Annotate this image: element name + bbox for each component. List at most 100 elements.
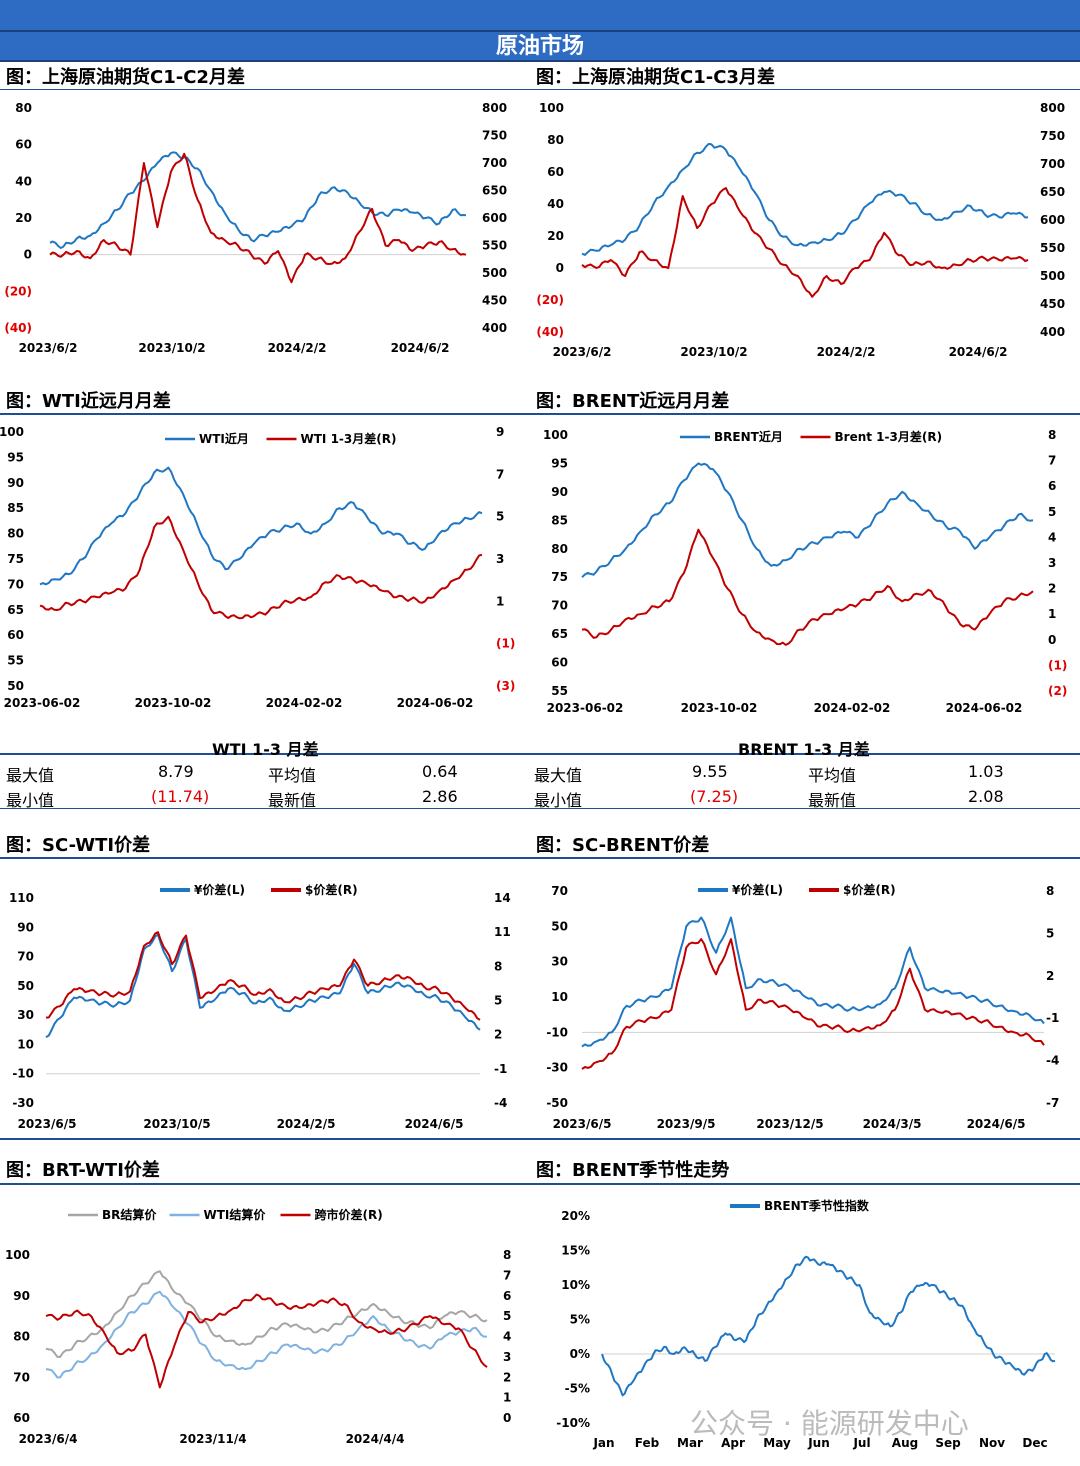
y-tick-right: 700 xyxy=(482,156,507,170)
legend-label: Brent 1-3月差(R) xyxy=(835,429,943,444)
y-tick-left: 40 xyxy=(15,174,32,188)
x-tick: Jan xyxy=(592,1436,614,1450)
y-tick-right: 8 xyxy=(503,1248,511,1262)
stats-value: (7.25) xyxy=(690,787,739,806)
y-tick-right: 6 xyxy=(1048,479,1056,493)
stats-value: 1.03 xyxy=(968,762,1004,781)
y-tick-right: 8 xyxy=(494,959,502,973)
panel-title-sc-c1c2: 图：上海原油期货C1-C2月差 xyxy=(6,67,245,88)
y-tick-right: -1 xyxy=(494,1062,507,1076)
chart-brent-seasonal: 20% 15% 10% 5% 0% -5% -10%Jan Feb Mar Apr May Jun Ju… xyxy=(556,1198,1056,1450)
stats-title: BRENT 1-3 月差 xyxy=(738,740,870,759)
stats-value: 2.08 xyxy=(968,787,1004,806)
y-tick-right: (3) xyxy=(496,679,515,693)
stats-value: 0.64 xyxy=(422,762,458,781)
legend-label: BRENT近月 xyxy=(714,429,783,444)
series-line xyxy=(39,466,483,586)
panel-title-wti-spread: 图：WTI近远月月差 xyxy=(6,391,171,412)
y-tick-right: (2) xyxy=(1048,684,1067,698)
y-tick-right: 500 xyxy=(1040,269,1065,283)
y-tick-right: 400 xyxy=(482,321,507,335)
series-line xyxy=(49,151,467,249)
y-tick-left: 70 xyxy=(551,599,568,613)
x-tick: Feb xyxy=(635,1436,660,1450)
x-tick: 2023/6/2 xyxy=(553,345,612,359)
y-tick-left: 55 xyxy=(551,684,568,698)
y-tick-right: 650 xyxy=(482,184,507,198)
y-tick-left: 80 xyxy=(547,133,564,147)
y-tick-left: 100 xyxy=(5,1248,30,1262)
y-tick-left: 80 xyxy=(7,527,24,541)
y-tick-left: 0 xyxy=(24,248,32,262)
y-tick-right: 800 xyxy=(482,101,507,115)
rule-6 xyxy=(0,1138,1080,1140)
y-tick-left: -10% xyxy=(556,1416,590,1430)
panel-title-brent-seasonal: 图：BRENT季节性走势 xyxy=(536,1160,730,1181)
stats-label: 最新值 xyxy=(268,791,317,810)
y-tick-left: 10 xyxy=(551,990,568,1004)
y-tick-right: 700 xyxy=(1040,157,1065,171)
x-tick: 2023/6/4 xyxy=(19,1432,78,1446)
x-tick: 2024/3/5 xyxy=(863,1117,922,1131)
y-tick-left: 60 xyxy=(7,628,24,642)
y-tick-left: 40 xyxy=(547,197,564,211)
y-tick-right: 5 xyxy=(494,994,502,1008)
y-tick-left: 80 xyxy=(15,101,32,115)
y-tick-right: 800 xyxy=(1040,101,1065,115)
x-tick: 2024/4/4 xyxy=(346,1432,405,1446)
y-tick-right: 650 xyxy=(1040,185,1065,199)
y-tick-right: -4 xyxy=(1046,1054,1059,1068)
panel-title-sc-brent: 图：SC-BRENT价差 xyxy=(536,835,710,856)
y-tick-right: 9 xyxy=(496,425,504,439)
x-tick: 2024-02-02 xyxy=(814,701,891,715)
x-tick: 2024/2/2 xyxy=(817,345,876,359)
y-tick-left: -10 xyxy=(12,1067,34,1081)
y-tick-left: 10% xyxy=(561,1278,590,1292)
y-tick-right: 500 xyxy=(482,266,507,280)
y-tick-left: 5% xyxy=(570,1313,590,1327)
x-tick: Mar xyxy=(677,1436,703,1450)
y-tick-right: (1) xyxy=(1048,658,1067,672)
y-tick-right: 2 xyxy=(503,1370,511,1384)
y-tick-right: 7 xyxy=(496,467,504,481)
legend-label: BR结算价 xyxy=(102,1207,157,1222)
series-line xyxy=(581,916,1045,1048)
y-tick-right: 750 xyxy=(482,129,507,143)
x-tick: 2023-10-02 xyxy=(135,696,212,710)
y-tick-left: 110 xyxy=(9,891,34,905)
x-tick: 2023/6/5 xyxy=(18,1117,77,1131)
y-tick-right: 750 xyxy=(1040,129,1065,143)
y-tick-left: 60 xyxy=(547,165,564,179)
series-line xyxy=(45,1270,488,1358)
x-tick: 2023/10/2 xyxy=(138,341,205,355)
stats-label: 最小值 xyxy=(534,791,583,810)
series-line xyxy=(601,1255,1056,1397)
chart-sc-c1c3: 100 80 60 40 20 0 (20) (40) 800 750 700 650 600 550 50… xyxy=(536,101,1065,359)
y-tick-right: 8 xyxy=(1046,884,1054,898)
y-tick-right: 5 xyxy=(1048,505,1056,519)
stats-label: 最大值 xyxy=(534,766,583,785)
x-tick: 2024-06-02 xyxy=(946,701,1023,715)
y-tick-left: 75 xyxy=(7,552,24,566)
x-tick: 2024/2/5 xyxy=(277,1117,336,1131)
y-tick-left: 90 xyxy=(551,485,568,499)
y-tick-left: 60 xyxy=(13,1411,30,1425)
y-tick-left: -50 xyxy=(546,1096,568,1110)
y-tick-right: 3 xyxy=(1048,556,1056,570)
y-tick-left: 95 xyxy=(551,456,568,470)
rule-2 xyxy=(0,413,1080,415)
y-tick-left: 20 xyxy=(15,211,32,225)
y-tick-right: 7 xyxy=(1048,454,1056,468)
legend-label: ¥价差(L) xyxy=(194,882,245,897)
y-tick-left: 90 xyxy=(7,476,24,490)
x-tick: 2023/6/5 xyxy=(553,1117,612,1131)
y-tick-left: 10 xyxy=(17,1037,34,1051)
y-tick-right: 450 xyxy=(1040,297,1065,311)
x-tick: 2023-06-02 xyxy=(4,696,81,710)
y-tick-right: 3 xyxy=(496,552,504,566)
y-tick-left: 80 xyxy=(13,1330,30,1344)
y-tick-left: 100 xyxy=(0,425,24,439)
header-banner: 原油市场 xyxy=(0,0,1080,62)
y-tick-right: 450 xyxy=(482,294,507,308)
series-line xyxy=(45,933,481,1038)
